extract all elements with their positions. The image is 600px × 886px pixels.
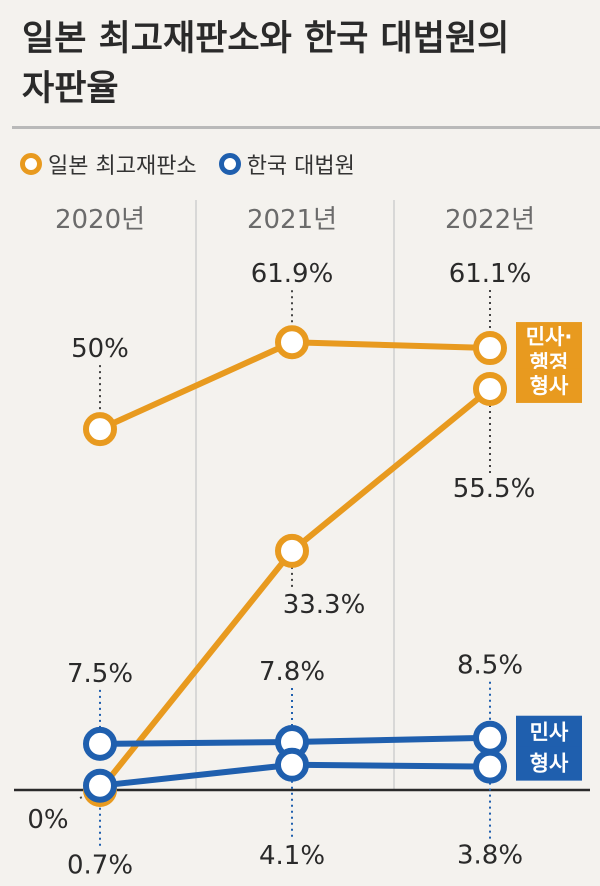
- data-label: 3.8%: [457, 841, 523, 871]
- series-tag: [516, 715, 582, 750]
- data-label: 4.1%: [259, 841, 325, 871]
- legend-label-japan: 일본 최고재판소: [48, 154, 197, 179]
- series-tag-label: 형사: [530, 374, 569, 398]
- legend-item-japan: 일본 최고재판소: [20, 148, 197, 180]
- data-point: [83, 768, 117, 803]
- legend: 일본 최고재판소 한국 대법원: [20, 148, 377, 180]
- legend-marker-korea-icon: [218, 153, 241, 175]
- data-point: [275, 747, 309, 782]
- x-tick-label: 2021년: [247, 205, 337, 235]
- data-label: 61.1%: [449, 259, 532, 289]
- series-tag-label: 민사·: [526, 325, 573, 349]
- data-label: 61.9%: [251, 259, 334, 289]
- title-divider: [12, 126, 600, 129]
- data-label: 8.5%: [457, 651, 523, 681]
- data-point: [473, 749, 507, 784]
- legend-label-korea: 한국 대법원: [246, 154, 355, 179]
- data-point: [275, 325, 309, 360]
- data-label: 50%: [71, 334, 129, 364]
- legend-marker-japan-icon: [20, 153, 42, 175]
- legend-item-korea: 한국 대법원: [218, 148, 355, 180]
- x-tick-label: 2022년: [445, 205, 535, 235]
- chart-title: 일본 최고재판소와 한국 대법원의 자판율: [22, 14, 509, 114]
- data-label: 33.3%: [283, 590, 366, 620]
- data-point: [473, 331, 507, 366]
- series-tag: [516, 746, 582, 781]
- data-label: 0.7%: [67, 851, 133, 881]
- series-tag: [516, 368, 582, 403]
- chart-title-line2: 자판율: [22, 69, 119, 109]
- data-point: [275, 533, 309, 568]
- series-tag-label: 형사: [530, 752, 569, 776]
- data-point: [473, 371, 507, 406]
- series-tag-label: 민사: [530, 721, 569, 745]
- series-tag: [516, 322, 582, 379]
- x-tick-label: 2020년: [55, 205, 145, 235]
- data-point: [83, 726, 117, 761]
- data-label: 7.8%: [259, 657, 325, 687]
- data-label: 7.5%: [67, 659, 133, 689]
- chart-title-line1: 일본 최고재판소와 한국 대법원의: [22, 19, 510, 59]
- data-point: [473, 720, 507, 755]
- data-label: 0%: [27, 805, 68, 835]
- data-label: 55.5%: [453, 474, 536, 504]
- data-point: [83, 412, 117, 447]
